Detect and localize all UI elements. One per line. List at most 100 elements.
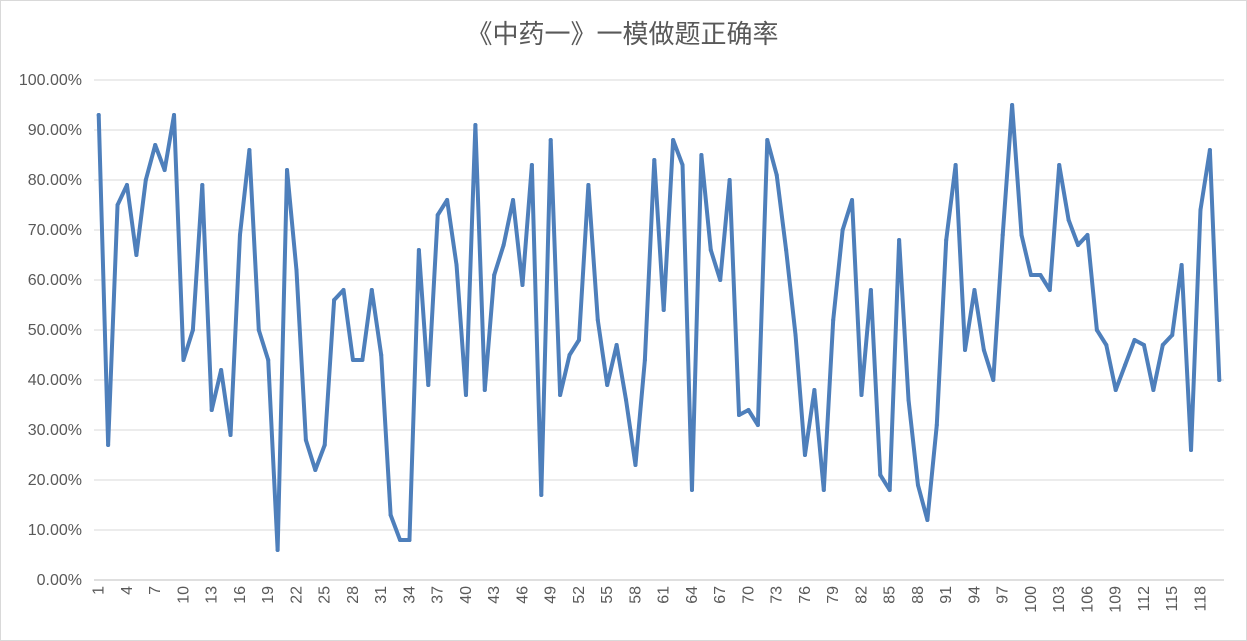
data-point: [106, 443, 111, 447]
data-point: [1094, 328, 1099, 332]
x-tick-label: 82: [853, 586, 870, 604]
x-tick-label: 1: [91, 586, 108, 595]
data-point: [473, 123, 478, 127]
data-point: [124, 183, 129, 187]
x-tick-label: 37: [430, 586, 447, 604]
data-point: [633, 463, 638, 467]
x-tick-label: 70: [740, 586, 757, 604]
x-tick-label: 100: [1023, 586, 1040, 613]
data-point: [812, 388, 817, 392]
x-tick-label: 115: [1164, 586, 1181, 612]
x-tick-label: 106: [1079, 586, 1096, 613]
data-point: [718, 278, 723, 282]
data-point: [134, 253, 139, 257]
data-point: [341, 288, 346, 292]
data-point: [407, 538, 412, 542]
data-point: [595, 318, 600, 322]
data-point: [1057, 163, 1062, 167]
data-point: [426, 383, 431, 387]
data-point: [209, 408, 214, 412]
data-point: [1000, 233, 1005, 237]
x-tick-label: 46: [514, 586, 531, 604]
data-point: [991, 378, 996, 382]
data-point: [671, 138, 676, 142]
series-group: [96, 103, 1222, 552]
x-tick-label: 16: [232, 586, 249, 604]
data-point: [1085, 233, 1090, 237]
data-point: [878, 473, 883, 477]
x-tick-label: 25: [317, 586, 334, 604]
data-point: [153, 143, 158, 147]
data-point: [388, 513, 393, 517]
y-tick-label: 70.00%: [28, 222, 82, 239]
x-axis-ticks: 1 4 7 10 13 16 19 22 25 28 31 34 37 40 43 46 49 52 55 58 61 6…: [91, 586, 1210, 613]
x-tick-label: 97: [995, 586, 1012, 604]
x-tick-label: 22: [288, 586, 305, 604]
data-point: [96, 113, 101, 117]
data-point: [247, 148, 252, 152]
data-point: [303, 438, 308, 442]
data-point: [887, 488, 892, 492]
data-point: [661, 308, 666, 312]
x-tick-label: 7: [147, 586, 164, 595]
data-point: [275, 548, 280, 552]
data-point: [1010, 103, 1015, 107]
y-tick-label: 10.00%: [28, 522, 82, 539]
x-tick-label: 34: [401, 586, 418, 604]
series-line: [96, 103, 1222, 552]
y-tick-label: 20.00%: [28, 472, 82, 489]
x-tick-label: 52: [571, 586, 588, 604]
data-point: [906, 398, 911, 402]
data-point: [784, 248, 789, 252]
data-point: [614, 343, 619, 347]
data-point: [831, 318, 836, 322]
data-point: [1104, 343, 1109, 347]
data-point: [680, 163, 685, 167]
data-point: [1207, 148, 1212, 152]
data-point: [482, 388, 487, 392]
data-point: [115, 203, 120, 207]
data-point: [360, 358, 365, 362]
y-tick-label: 30.00%: [28, 422, 82, 439]
x-tick-label: 67: [712, 586, 729, 604]
data-point: [539, 493, 544, 497]
data-point: [445, 198, 450, 202]
data-point: [689, 488, 694, 492]
data-point: [294, 268, 299, 272]
data-point: [256, 328, 261, 332]
x-tick-label: 31: [373, 586, 390, 604]
x-tick-label: 55: [599, 586, 616, 604]
data-point: [228, 433, 233, 437]
data-point: [435, 213, 440, 217]
x-tick-label: 49: [543, 586, 560, 604]
data-point: [1113, 388, 1118, 392]
data-point: [944, 238, 949, 242]
chart-title: 《中药一》一模做题正确率: [466, 20, 779, 50]
data-point: [416, 248, 421, 252]
y-tick-label: 100.00%: [19, 72, 82, 89]
data-point: [765, 138, 770, 142]
data-point: [1123, 363, 1128, 367]
data-point: [793, 333, 798, 337]
data-point: [576, 338, 581, 342]
data-point: [897, 238, 902, 242]
y-tick-label: 60.00%: [28, 272, 82, 289]
data-point: [237, 233, 242, 237]
y-tick-label: 80.00%: [28, 172, 82, 189]
data-point: [605, 383, 610, 387]
y-axis-ticks: 0.00% 10.00% 20.00% 30.00% 40.00% 50.00% 60.00…: [19, 72, 82, 589]
x-tick-label: 64: [684, 586, 701, 604]
data-point: [398, 538, 403, 542]
data-point: [972, 288, 977, 292]
data-point: [1019, 233, 1024, 237]
data-point: [1160, 343, 1165, 347]
data-point: [285, 168, 290, 172]
gridlines: [94, 79, 1224, 581]
data-point: [1047, 288, 1052, 292]
x-tick-label: 10: [175, 586, 192, 604]
data-point: [313, 468, 318, 472]
data-point: [981, 348, 986, 352]
x-tick-label: 40: [458, 586, 475, 604]
data-point: [821, 488, 826, 492]
